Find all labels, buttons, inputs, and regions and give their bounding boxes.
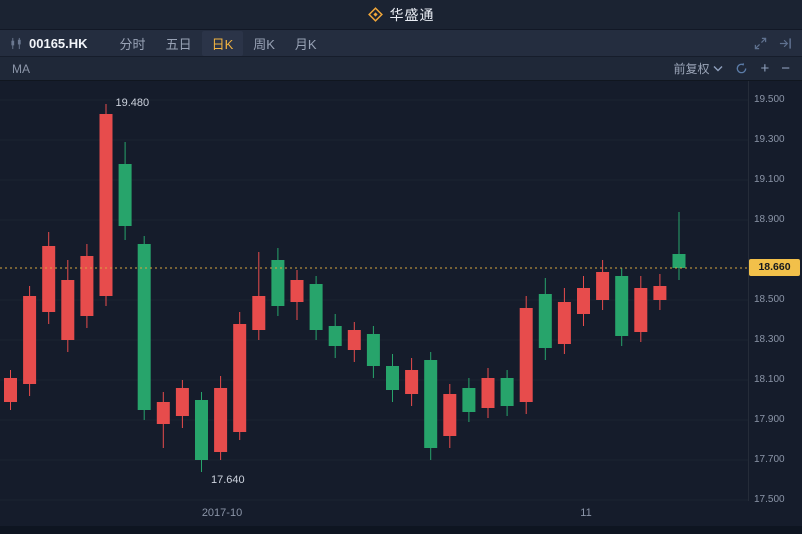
adjust-dropdown[interactable]: 前复权 — [673, 60, 723, 77]
ma-indicator-label[interactable]: MA — [12, 61, 30, 76]
y-tick-label: 19.500 — [754, 94, 785, 105]
y-tick-label: 19.100 — [754, 174, 785, 185]
refresh-icon[interactable] — [735, 62, 748, 75]
tab-five-day[interactable]: 五日 — [165, 36, 192, 52]
price-annotation: 19.480 — [115, 97, 150, 109]
y-tick-label: 18.900 — [754, 214, 785, 225]
symbol-wrap: 00165.HK — [10, 36, 88, 51]
dock-right-icon[interactable] — [779, 37, 792, 50]
candlestick-chart[interactable]: 19.500 19.300 19.100 18.900 18.500 18.300 18.1… — [0, 81, 802, 534]
current-price-tag: 18.660 — [749, 259, 800, 276]
chevron-down-icon — [713, 66, 723, 72]
stock-symbol: 00165.HK — [29, 35, 88, 51]
x-axis-label: 11 — [580, 507, 592, 519]
price-annotation: 17.640 — [211, 474, 245, 486]
tab-minute[interactable]: 分时 — [119, 36, 146, 52]
chart-controls: 前复权 + − — [673, 60, 790, 77]
candles-svg[interactable] — [0, 81, 748, 501]
tab-weekly-k[interactable]: 周K — [253, 36, 275, 52]
zoom-out-icon[interactable]: − — [781, 60, 790, 77]
y-tick-label: 18.500 — [754, 294, 785, 305]
y-tick-label: 17.900 — [754, 414, 785, 425]
y-tick-label: 17.500 — [754, 494, 785, 505]
fullscreen-icon[interactable] — [754, 37, 767, 50]
kline-icon — [11, 37, 21, 49]
adjust-label: 前复权 — [673, 62, 710, 76]
indicator-bar: MA 前复权 + − — [0, 57, 802, 81]
brand-diamond-icon — [367, 7, 383, 22]
y-tick-label: 18.100 — [754, 374, 785, 385]
toolbar-right-icons — [754, 37, 792, 50]
x-axis-label: 2017-10 — [201, 507, 243, 519]
period-toolbar: 00165.HK 分时 五日 日K 周K 月K — [0, 30, 802, 57]
bottom-strip — [0, 526, 802, 534]
time-axis: 2017-10 11 — [0, 501, 748, 526]
tab-monthly-k[interactable]: 月K — [294, 36, 317, 52]
price-axis: 19.500 19.300 19.100 18.900 18.500 18.300 18.1… — [748, 81, 802, 505]
app-header: 华盛通 — [0, 0, 802, 30]
y-tick-label: 19.300 — [754, 134, 785, 145]
brand-title: 华盛通 — [389, 6, 435, 23]
y-tick-label: 18.300 — [754, 334, 785, 345]
y-tick-label: 17.700 — [754, 454, 785, 465]
tab-daily-k[interactable]: 日K — [201, 30, 244, 56]
zoom-in-icon[interactable]: + — [760, 60, 770, 77]
